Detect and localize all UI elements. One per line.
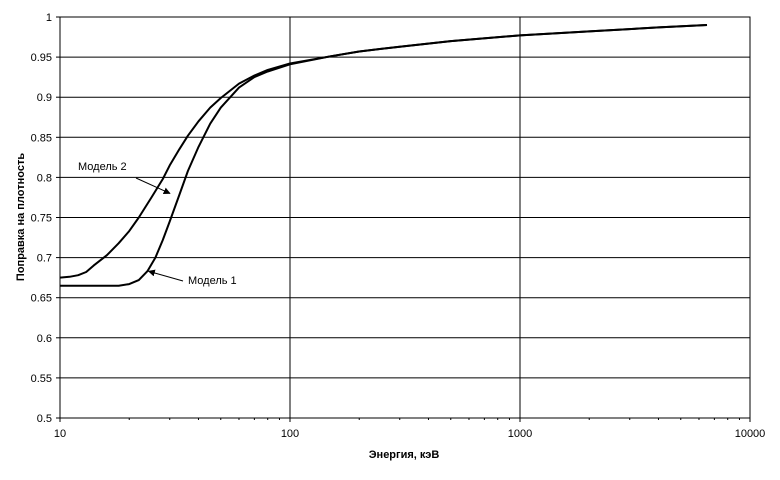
- grid: [59, 16, 751, 419]
- series-line-1: [60, 24, 708, 287]
- y-tick-label: 0.85: [31, 132, 52, 144]
- y-tick-label: 0.65: [31, 293, 52, 305]
- annotations: Модель 2 Модель 1: [78, 161, 237, 287]
- series-group: [59, 24, 708, 287]
- annotation-arrow-2: [147, 269, 184, 282]
- x-tick-label: 10: [54, 428, 66, 440]
- annotation-label-2: Модель 1: [188, 275, 237, 287]
- x-axis-title: Энергия, кэВ: [369, 449, 440, 461]
- y-tick-label: 0.7: [37, 253, 52, 265]
- x-axis-ticks: 10 100 1000 10000: [54, 418, 765, 440]
- series-line-2: [59, 24, 708, 279]
- y-tick-label: 0.55: [31, 373, 52, 385]
- x-tick-label: 1000: [508, 428, 532, 440]
- y-axis-title: Поправка на плотность: [15, 153, 27, 281]
- y-tick-label: 0.6: [37, 333, 52, 345]
- y-tick-label: 0.95: [31, 52, 52, 64]
- y-tick-label: 0.8: [37, 172, 52, 184]
- annotation-arrow-1: [135, 177, 171, 195]
- x-tick-label: 10000: [735, 428, 766, 440]
- y-axis-ticks: 0.5 0.55 0.6 0.65 0.7 0.75 0.8 0.85 0.9 0.95 1: [31, 12, 60, 425]
- annotation-label-1: Модель 2: [78, 161, 127, 173]
- x-tick-label: 100: [281, 428, 299, 440]
- y-tick-label: 0.5: [37, 413, 52, 425]
- y-tick-label: 0.75: [31, 213, 52, 225]
- y-tick-label: 0.9: [37, 92, 52, 104]
- y-tick-label: 1: [46, 12, 52, 24]
